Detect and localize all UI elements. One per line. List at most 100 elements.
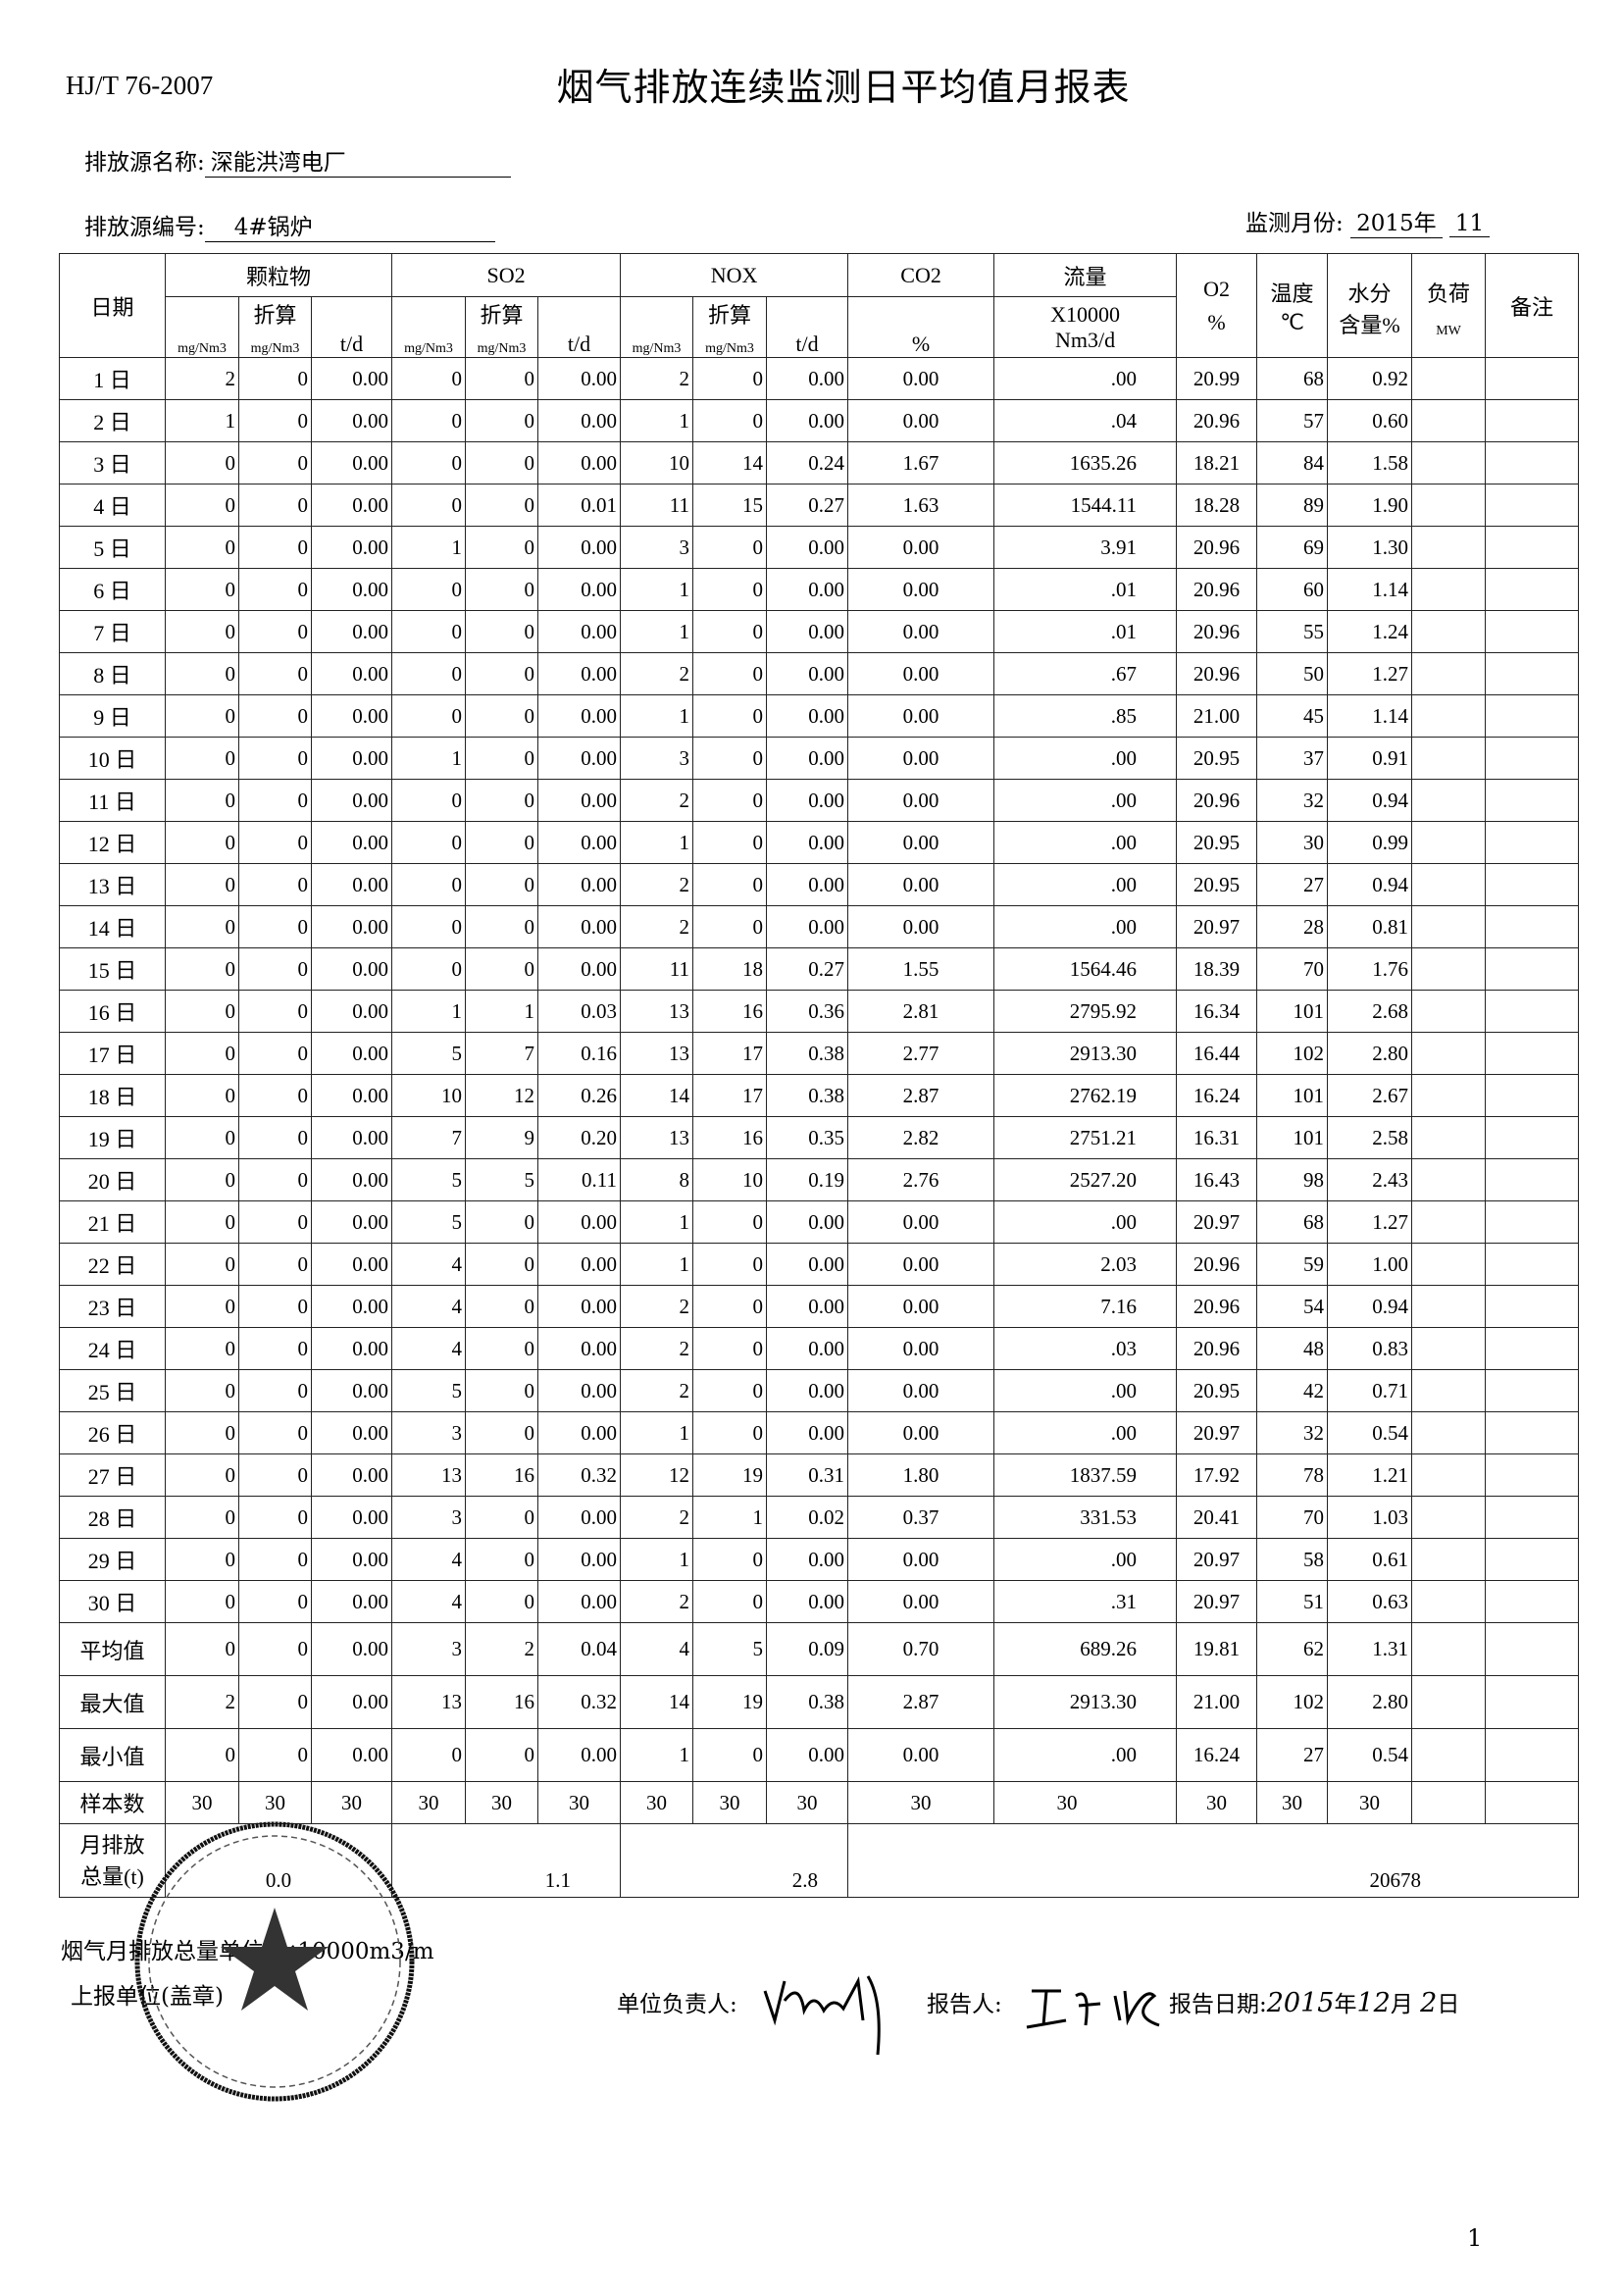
table-cell: 37 (1256, 737, 1329, 780)
table-cell: 0.32 (537, 1453, 622, 1497)
table-cell: 331.53 (993, 1496, 1178, 1539)
row-label: 29 日 (59, 1538, 166, 1581)
table-cell: 0.00 (310, 1728, 393, 1782)
table-cell: 0.61 (1327, 1538, 1413, 1581)
table-cell: 58 (1256, 1538, 1329, 1581)
table-cell: 68 (1256, 1200, 1329, 1244)
table-row: 7 日 0 0 0.00 0 0 0.00 1 0 0.00 0.00.01 20.96 55 1.24 (59, 610, 1580, 653)
table-cell: 0 (391, 484, 467, 527)
table-cell: 0 (238, 1496, 312, 1539)
table-cell: 2.76 (847, 1158, 995, 1201)
row-label: 7 日 (59, 610, 166, 653)
table-cell: 0.00 (766, 652, 849, 695)
table-cell: 45 (1256, 694, 1329, 738)
table-cell: 30 (620, 1781, 694, 1824)
table-cell: 0 (692, 737, 768, 780)
table-cell: 0 (692, 1411, 768, 1454)
table-cell: 0.00 (310, 441, 393, 484)
table-cell: 11 (620, 484, 694, 527)
table-cell: .03 (993, 1327, 1178, 1370)
table-cell: 0 (238, 779, 312, 822)
table-cell: 0.81 (1327, 905, 1413, 948)
table-cell: .01 (993, 568, 1178, 611)
table-cell: 0.00 (310, 1675, 393, 1729)
table-cell (1485, 568, 1580, 611)
table-cell: 0.00 (310, 947, 393, 991)
table-cell: 1 (620, 568, 694, 611)
table-cell: 19.81 (1176, 1622, 1258, 1676)
table-cell: 3 (620, 737, 694, 780)
table-cell: 5 (391, 1369, 467, 1412)
table-cell: 0 (238, 694, 312, 738)
table-cell: 0 (465, 1200, 539, 1244)
table-cell: 20.97 (1176, 1200, 1258, 1244)
table-cell: 17 (692, 1032, 768, 1075)
table-cell: 2 (465, 1622, 539, 1676)
table-cell: 0.94 (1327, 779, 1413, 822)
row-label: 样本数 (59, 1781, 166, 1824)
table-cell (1411, 1453, 1487, 1497)
table-cell (1485, 694, 1580, 738)
stats-row: 平均值 0 0 0.00 3 2 0.04 4 5 0.09 0.70 689.26 19.81 62 1.… (59, 1622, 1580, 1676)
table-cell: 0.00 (847, 779, 995, 822)
table-cell: 0 (165, 610, 239, 653)
table-cell: 20.97 (1176, 1580, 1258, 1623)
table-cell: 19 (692, 1675, 768, 1729)
table-cell: 20.96 (1176, 568, 1258, 611)
table-cell: 0.00 (847, 905, 995, 948)
table-cell: 0 (165, 779, 239, 822)
table-cell: .31 (993, 1580, 1178, 1623)
table-cell: 16 (692, 990, 768, 1033)
table-cell (1485, 1243, 1580, 1286)
header-remark: 备注 (1485, 253, 1580, 358)
subheader-particulate-td: t/d (310, 296, 393, 358)
header-date: 日期 (59, 253, 166, 358)
table-cell: 0 (165, 441, 239, 484)
page-title: 烟气排放连续监测日平均值月报表 (556, 66, 1131, 109)
table-cell (1485, 484, 1580, 527)
table-cell: 0 (692, 1200, 768, 1244)
table-cell (1411, 1728, 1487, 1782)
table-row: 5 日 0 0 0.00 1 0 0.00 3 0 0.00 0.00 3.91 20.96 69 1.30 (59, 526, 1580, 569)
table-cell: 0 (165, 821, 239, 864)
table-cell: 2 (620, 1327, 694, 1370)
table-cell: 0 (165, 1622, 239, 1676)
table-cell: 2 (620, 1369, 694, 1412)
table-row: 18 日 0 0 0.00 10 12 0.26 14 17 0.38 2.87 2762.19 16.… (59, 1074, 1580, 1117)
table-cell: .00 (993, 779, 1178, 822)
table-cell (1485, 1200, 1580, 1244)
table-cell: 89 (1256, 484, 1329, 527)
table-cell: 0.00 (310, 1285, 393, 1328)
table-cell: 30 (692, 1781, 768, 1824)
table-cell: 30 (847, 1781, 995, 1824)
table-cell: 0.00 (537, 1200, 622, 1244)
table-cell: 20.97 (1176, 905, 1258, 948)
table-cell: 1 (391, 990, 467, 1033)
table-cell: 5 (391, 1032, 467, 1075)
table-cell: 0.00 (847, 652, 995, 695)
table-cell: 0 (238, 821, 312, 864)
table-cell: 0.00 (847, 1580, 995, 1623)
table-cell: 0.00 (537, 1369, 622, 1412)
table-cell: 0.00 (310, 1496, 393, 1539)
table-cell: 0.00 (310, 1622, 393, 1676)
table-cell: 0 (165, 1369, 239, 1412)
row-label: 26 日 (59, 1411, 166, 1454)
table-row: 28 日 0 0 0.00 3 0 0.00 2 1 0.02 0.37 331.53 20.41 70 1… (59, 1496, 1580, 1539)
table-cell: 0 (238, 441, 312, 484)
table-cell: 30 (465, 1781, 539, 1824)
table-cell: 2 (165, 357, 239, 400)
table-cell (1485, 357, 1580, 400)
table-cell: 0.00 (847, 1728, 995, 1782)
report-month: 12 (1356, 1988, 1391, 2018)
reporting-unit-label: 上报单位(盖章) (71, 1984, 224, 2010)
table-cell: 0.00 (766, 357, 849, 400)
table-cell: 2 (165, 1675, 239, 1729)
table-cell: 3 (391, 1622, 467, 1676)
table-cell: 30 (1327, 1781, 1413, 1824)
year-value: 2015年 (1350, 204, 1443, 238)
table-cell: 0 (238, 990, 312, 1033)
table-cell: 2 (620, 779, 694, 822)
table-cell: 0 (238, 1200, 312, 1244)
stats-row: 最小值 0 0 0.00 0 0 0.00 1 0 0.00 0.00.00 16.24 27 0.54 (59, 1728, 1580, 1782)
